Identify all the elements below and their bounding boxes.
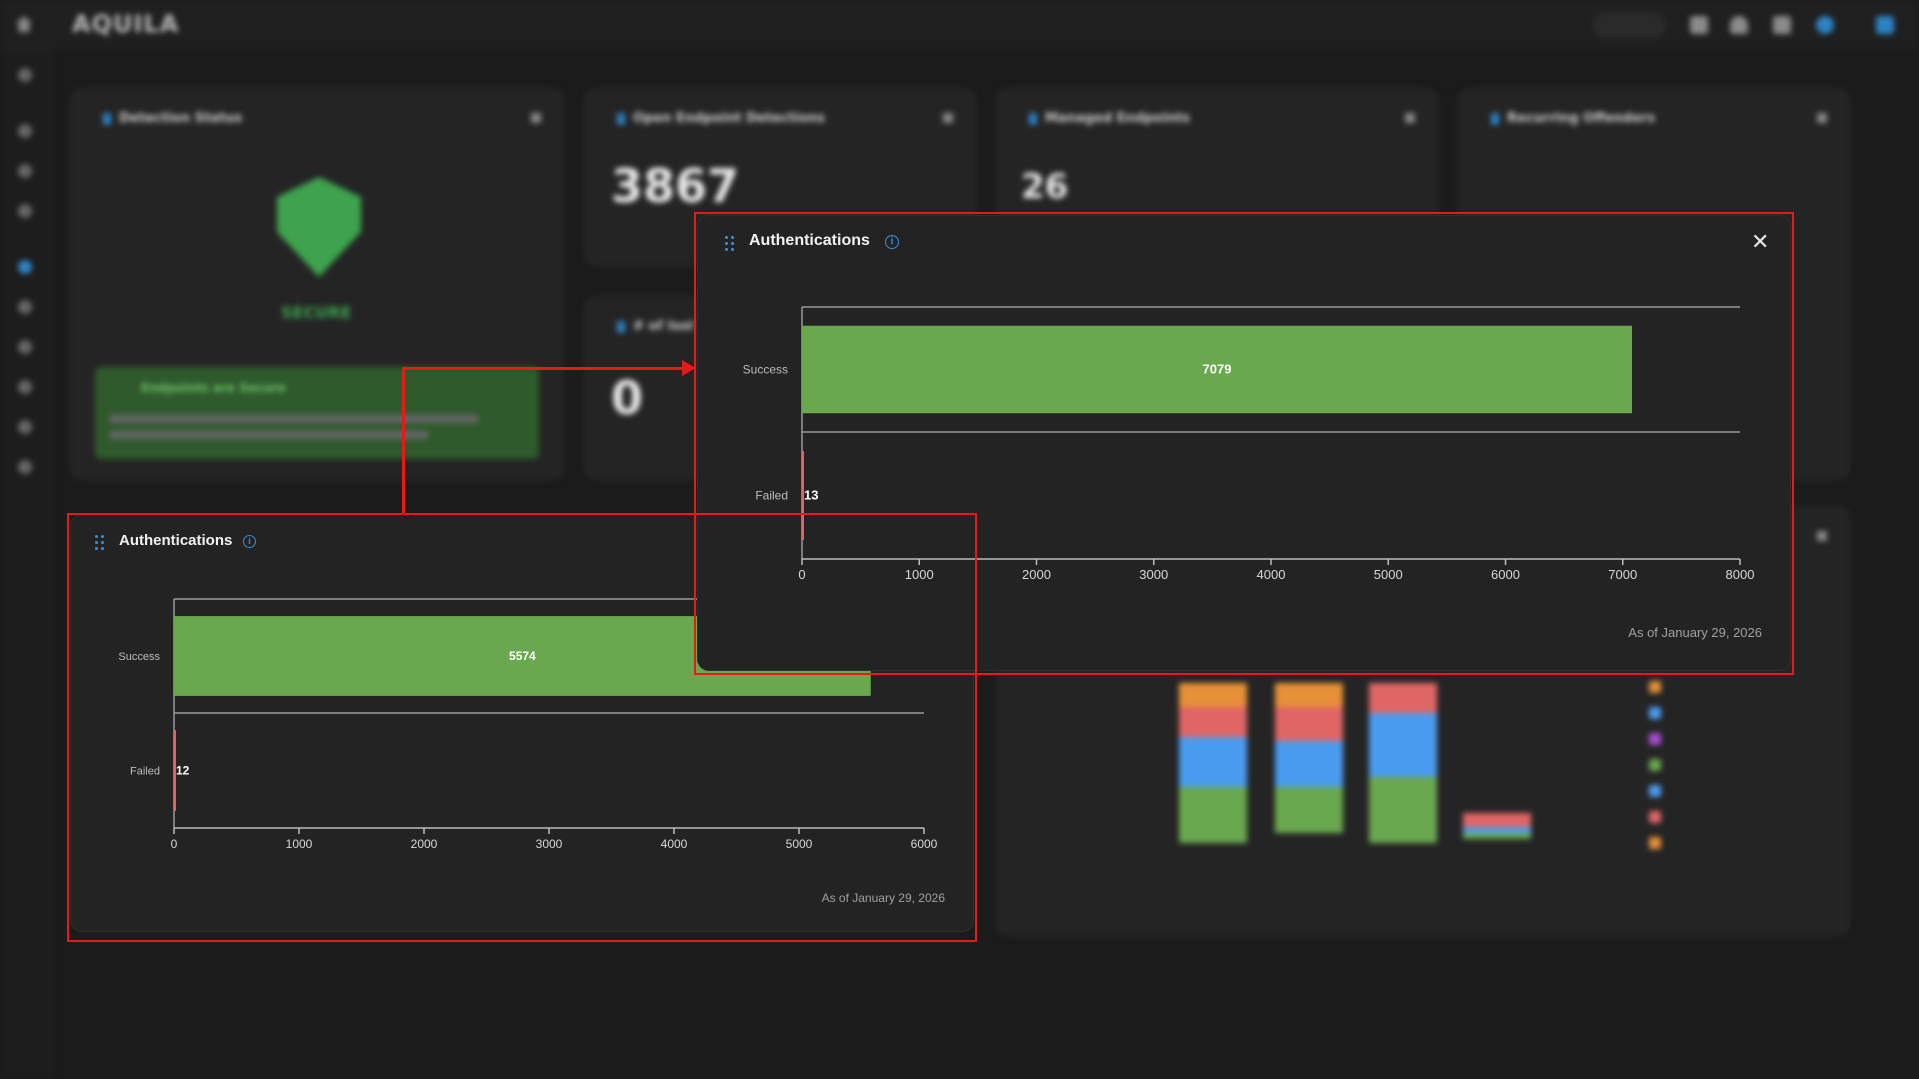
detection-status-card: Detection Status SECURE Endpoints are Se… [70,88,564,480]
x-tick-label: 0 [171,837,178,851]
x-tick-label: 1000 [286,837,313,851]
highlight-frame-large [694,212,1794,675]
shield-check-icon [277,177,361,277]
home-icon[interactable] [16,16,32,32]
x-tick-label: 3000 [1139,567,1168,582]
close-icon[interactable] [1405,113,1415,123]
x-tick-label: 5000 [786,837,813,851]
card-title: Recurring Offenders [1490,111,1656,126]
user-menu-icon[interactable] [1876,16,1894,34]
x-tick-label: 5000 [1374,567,1403,582]
globe-icon[interactable] [1816,16,1834,34]
close-icon[interactable] [531,113,541,123]
close-icon[interactable] [943,113,953,123]
category-label: Success [118,651,160,663]
sidebar-toggle-icon[interactable] [18,68,32,82]
x-tick-label: 4000 [661,837,688,851]
data-label: 12 [176,764,190,778]
bar-success [802,325,1633,414]
close-button[interactable]: ✕ [1751,230,1770,255]
highlight-frame-small [67,513,977,942]
sidebar-alerts-icon[interactable] [18,204,32,218]
drag-handle-icon[interactable] [95,535,104,550]
x-tick-label: 4000 [1257,567,1286,582]
close-icon[interactable] [1817,531,1827,541]
x-tick-label: 2000 [1022,567,1051,582]
connector-line-vertical [402,367,405,515]
bar-failed [174,730,176,811]
close-icon[interactable] [1817,113,1827,123]
category-label: Failed [130,766,160,778]
authentications-bar-chart: 0 1000 2000 3000 4000 5000 6000 7000 8000 Success… [743,306,1755,582]
connector-arrowhead [682,360,696,376]
panel-title: Authentications [749,232,870,249]
as-of-date: As of January 29, 2026 [1628,625,1762,640]
data-label: 5574 [509,649,536,663]
authentications-expanded-panel: Authentications i ✕ 0 1000 2000 3000 4000 500… [697,215,1791,671]
x-tick-label: 0 [798,567,805,582]
x-tick-label: 6000 [1491,567,1520,582]
isolated-count: 0 [611,371,644,425]
detections-count: 3867 [611,159,740,213]
sidebar [0,50,52,1079]
sidebar-monitor-icon[interactable] [18,164,32,178]
drag-handle-icon[interactable] [725,236,734,251]
card-title: Open Endpoint Detections [616,111,826,126]
card-title: Detection Status [102,111,243,126]
category-label: Failed [755,489,788,503]
data-label: 7079 [1203,362,1232,377]
sidebar-network-icon[interactable] [18,380,32,394]
sidebar-active-icon[interactable] [18,260,32,274]
info-icon[interactable]: i [885,235,899,249]
sidebar-reports-icon[interactable] [18,300,32,314]
bell-icon[interactable] [1730,16,1748,34]
panel-title: Authentications [119,532,233,549]
x-tick-label: 2000 [411,837,438,851]
card-title: # of Isol [617,319,694,334]
category-label: Success [743,363,788,377]
files-icon[interactable] [1690,16,1708,34]
as-of-date: As of January 29, 2026 [821,891,945,905]
app-logo: AQUILA [72,10,180,38]
banner-title: Endpoints are Secure [141,381,286,395]
x-tick-label: 1000 [905,567,934,582]
bar-failed [802,451,804,540]
grid-icon[interactable] [1773,16,1791,34]
status-text: SECURE [281,303,352,322]
connector-line-horizontal [402,367,686,370]
secure-banner: Endpoints are Secure [95,367,539,459]
top-bar: AQUILA [0,0,1919,50]
sidebar-users-icon[interactable] [18,420,32,434]
info-icon[interactable]: i [243,535,256,548]
sidebar-settings-icon[interactable] [18,340,32,354]
top-status-pill[interactable] [1592,12,1666,38]
x-tick-label: 7000 [1608,567,1637,582]
x-tick-label: 3000 [536,837,563,851]
x-tick-label: 6000 [911,837,938,851]
sidebar-dashboard-icon[interactable] [18,124,32,138]
data-label: 13 [804,488,818,503]
sidebar-help-icon[interactable] [18,460,32,474]
x-tick-label: 8000 [1726,567,1755,582]
card-title: Managed Endpoints [1028,111,1191,126]
managed-count: 26 [1021,167,1069,207]
